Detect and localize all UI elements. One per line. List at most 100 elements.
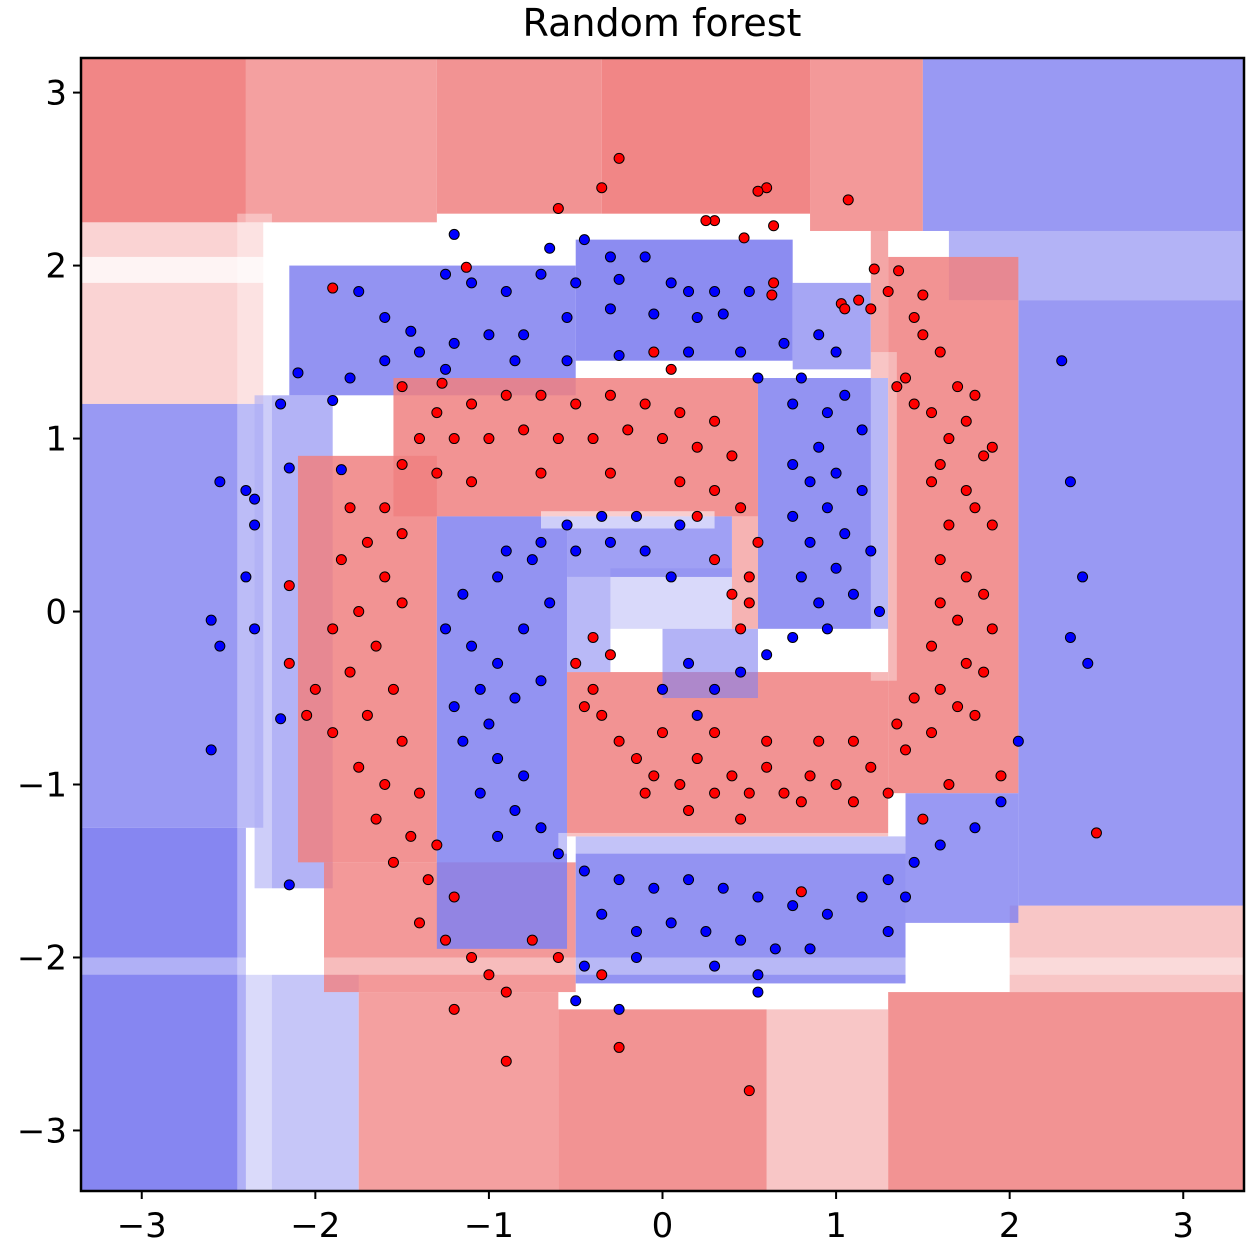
surface-band [870, 352, 897, 681]
data-point [900, 891, 912, 903]
data-point [900, 372, 912, 384]
data-point [795, 571, 807, 583]
data-point [492, 753, 504, 765]
surface-band [558, 832, 906, 854]
data-point [613, 874, 625, 886]
data-point [752, 372, 764, 384]
data-point [552, 951, 564, 963]
data-point [613, 273, 625, 285]
surface-region [297, 455, 437, 863]
y-tick-label: 0 [45, 593, 67, 633]
data-point [709, 415, 721, 427]
data-point [587, 631, 599, 643]
data-point [648, 770, 660, 782]
data-point [448, 228, 460, 240]
x-tick-label: −2 [290, 1206, 340, 1246]
data-point [639, 545, 651, 557]
y-axis: −3 −2 −1 0 1 2 3 [17, 74, 81, 1151]
data-point [674, 519, 686, 531]
data-point [396, 381, 408, 393]
data-point [353, 606, 365, 618]
data-point [839, 303, 851, 315]
data-point [934, 554, 946, 566]
data-point [674, 779, 686, 791]
data-point [335, 464, 347, 476]
data-point [683, 286, 695, 298]
data-point [908, 398, 920, 410]
data-point [466, 398, 478, 410]
data-point [604, 303, 616, 315]
data-point [613, 152, 625, 164]
data-point [483, 718, 495, 730]
data-point [500, 389, 512, 401]
data-point [960, 484, 972, 496]
x-axis: −3 −2 −1 0 1 2 3 [117, 1191, 1194, 1246]
data-point [752, 891, 764, 903]
data-point [630, 510, 642, 522]
data-point [526, 554, 538, 566]
data-point [787, 510, 799, 522]
data-point [665, 917, 677, 929]
data-point [578, 865, 590, 877]
data-point [839, 389, 851, 401]
data-point [509, 804, 521, 816]
data-point [205, 614, 217, 626]
data-point [813, 735, 825, 747]
data-point [787, 398, 799, 410]
data-point [986, 623, 998, 635]
data-point [717, 308, 729, 320]
chart-title: Random forest [523, 1, 802, 45]
data-point [821, 407, 833, 419]
data-point [891, 381, 903, 393]
surface-region [922, 58, 1244, 231]
data-point [648, 308, 660, 320]
data-point [578, 960, 590, 972]
data-point [926, 727, 938, 739]
data-point [474, 787, 486, 799]
data-point [587, 683, 599, 695]
data-point [440, 934, 452, 946]
data-point [405, 325, 417, 337]
data-point [830, 779, 842, 791]
y-tick-label: −1 [17, 766, 67, 806]
data-point [613, 1003, 625, 1015]
data-point [761, 735, 773, 747]
surface-region [245, 974, 359, 1191]
data-point [1082, 657, 1094, 669]
data-point [379, 571, 391, 583]
data-point [726, 770, 738, 782]
data-point [778, 337, 790, 349]
data-point [978, 588, 990, 600]
data-point [804, 476, 816, 488]
data-point [908, 856, 920, 868]
data-point [787, 900, 799, 912]
data-point [466, 951, 478, 963]
data-point [604, 536, 616, 548]
data-point [657, 727, 668, 739]
data-point [535, 822, 547, 834]
data-point [396, 528, 408, 540]
data-point [882, 286, 894, 298]
data-point [639, 787, 651, 799]
data-point [630, 926, 642, 938]
data-point [865, 545, 877, 557]
data-point [821, 623, 833, 635]
data-point [535, 675, 547, 687]
data-point [768, 277, 780, 289]
data-point [570, 398, 582, 410]
data-point [379, 355, 391, 367]
data-point [882, 787, 894, 799]
data-point [570, 657, 582, 669]
data-point [900, 744, 912, 756]
data-point [986, 441, 998, 453]
data-point [943, 433, 955, 445]
data-point [361, 709, 373, 721]
data-point [466, 640, 478, 652]
data-point [413, 787, 425, 799]
data-point [457, 735, 469, 747]
surface-region [888, 992, 1244, 1191]
data-point [509, 692, 521, 704]
data-point [327, 623, 339, 635]
data-point [639, 398, 651, 410]
surface-region [558, 1009, 767, 1191]
